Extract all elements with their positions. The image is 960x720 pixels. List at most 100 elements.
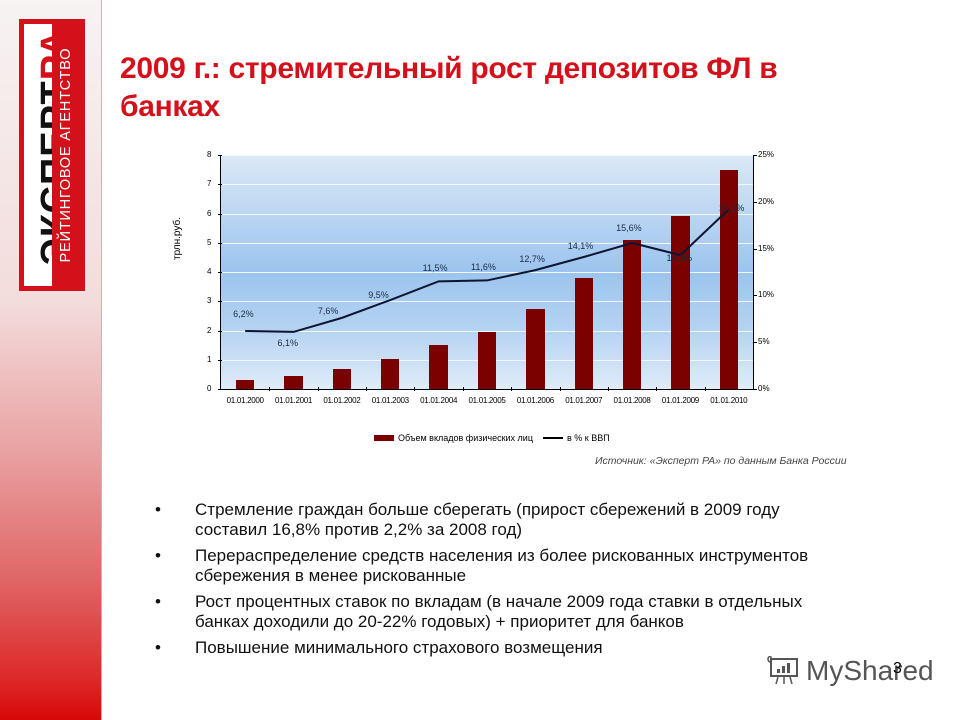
x-tick-label: 01.01.2004 xyxy=(420,396,458,405)
x-tick-label: 01.01.2002 xyxy=(323,396,361,405)
line-data-label: 19,2% xyxy=(718,203,745,214)
bullet-text: Рост процентных ставок по вкладам (в нач… xyxy=(195,592,803,631)
x-tick-label: 01.01.2000 xyxy=(226,396,264,405)
x-tick-mark xyxy=(269,387,271,391)
x-tick-label: 01.01.2001 xyxy=(275,396,313,405)
x-tick-mark xyxy=(607,387,609,391)
presentation-board-icon xyxy=(767,656,798,685)
y-right-tick-label: 25% xyxy=(758,150,775,159)
y-tick-label: 7 xyxy=(207,179,212,189)
y-tick-label: 1 xyxy=(207,354,212,364)
bullet-dot: • xyxy=(155,638,161,657)
gridline xyxy=(221,155,753,156)
line-data-label: 15,6% xyxy=(616,222,642,233)
y-tick-label: 2 xyxy=(207,325,212,335)
x-tick-mark xyxy=(656,387,658,391)
legend-bar-swatch xyxy=(374,435,394,441)
bullet-item: • Стремление граждан больше сберегать (пр… xyxy=(155,500,845,540)
bullet-item: • Повышение минимального страхового возме… xyxy=(155,638,845,658)
y-tick-mark xyxy=(218,389,222,390)
bar xyxy=(381,358,400,389)
y-tick-label: 0 xyxy=(207,384,212,393)
bullet-text: Стремление граждан больше сберегать (при… xyxy=(195,500,780,539)
slide-title: 2009 г.: стремительный рост депозитов ФЛ… xyxy=(120,52,778,123)
y-tick-mark xyxy=(218,213,222,215)
y-tick-mark xyxy=(218,272,222,273)
line-data-label: 7,6% xyxy=(317,305,339,316)
gridline xyxy=(221,242,753,244)
legend-line-label: в % к ВВП xyxy=(566,433,610,443)
line-data-label: 9,5% xyxy=(368,290,389,301)
bar xyxy=(284,375,303,389)
gridline xyxy=(221,213,753,215)
line-data-label: 11,5% xyxy=(422,263,448,274)
x-axis xyxy=(220,389,754,390)
watermark: MyShared xyxy=(766,655,934,687)
line-data-label: 14,1% xyxy=(567,241,594,252)
line-data-label: 6,1% xyxy=(277,337,299,348)
bullet-text: Повышение минимального страхового возмещ… xyxy=(195,638,603,657)
bar xyxy=(429,345,448,389)
x-tick-label: 01.01.2009 xyxy=(661,396,699,405)
watermark-text: MyShared xyxy=(806,655,934,686)
y-tick-mark xyxy=(218,359,222,361)
logo-sub-strip: РЕЙТИНГОВОЕ АГЕНТСТВО xyxy=(52,19,85,291)
gridline xyxy=(221,301,753,303)
y-right-tick-label: 10% xyxy=(758,290,775,300)
y-tick-label: 4 xyxy=(207,267,212,276)
gridline xyxy=(221,330,753,332)
y-right-tick-label: 0% xyxy=(758,384,770,393)
bar xyxy=(671,216,690,389)
bar xyxy=(235,379,255,389)
x-tick-mark xyxy=(414,387,416,391)
x-tick-label: 01.01.2003 xyxy=(371,396,409,405)
y-tick-mark xyxy=(218,184,222,186)
page-number: 3 xyxy=(893,660,902,677)
chart-legend: Объем вкладов физических лиц в % к ВВП xyxy=(374,433,610,443)
y-right-tick-mark xyxy=(753,248,757,250)
legend-line-swatch xyxy=(542,437,563,439)
y-tick-mark xyxy=(218,330,222,332)
x-tick-label: 01.01.2007 xyxy=(565,396,603,405)
x-tick-label: 01.01.2008 xyxy=(613,396,651,405)
source-note: Источник: «Эксперт РА» по данным Банка Р… xyxy=(595,455,847,467)
x-tick-mark xyxy=(366,387,368,391)
bar xyxy=(332,368,352,389)
y-right-tick-mark xyxy=(753,155,757,156)
line-data-label: 11,6% xyxy=(471,262,496,273)
y-tick-label: 6 xyxy=(207,208,212,218)
x-tick-label: 01.01.2010 xyxy=(710,396,748,405)
y-tick-label: 5 xyxy=(207,237,212,247)
y-tick-mark xyxy=(218,301,222,303)
bullet-dot: • xyxy=(155,546,161,565)
x-tick-mark xyxy=(462,387,464,391)
bar xyxy=(719,170,738,389)
gridline xyxy=(221,184,753,186)
y-right-tick-label: 20% xyxy=(758,196,775,206)
bar xyxy=(574,277,593,389)
line-data-label: 14,3% xyxy=(666,253,692,264)
bullet-dot: • xyxy=(155,592,161,611)
y-right-tick-label: 15% xyxy=(758,243,775,253)
sidebar: ЭКСПЕРТРА РЕЙТИНГОВОЕ АГЕНТСТВО xyxy=(0,0,102,720)
legend-bar-label: Объем вкладов физических лиц xyxy=(398,433,533,443)
logo-sub-text: РЕЙТИНГОВОЕ АГЕНТСТВО xyxy=(58,47,74,263)
x-tick-mark xyxy=(559,387,561,391)
x-tick-mark xyxy=(511,387,513,391)
deposits-chart: трлн.руб. 0 1 2 3 4 5 6 7 8 0% 5% 10% 15% 20% 25% 01.01… xyxy=(172,140,800,440)
x-tick-label: 01.01.2005 xyxy=(468,396,506,405)
right-axis xyxy=(753,155,754,390)
y-right-tick-mark xyxy=(753,295,757,297)
line-data-label: 6,2% xyxy=(233,308,254,319)
gridline xyxy=(221,272,753,273)
y-tick-mark xyxy=(218,242,222,244)
y-right-tick-mark xyxy=(753,201,757,203)
x-tick-mark xyxy=(704,387,706,391)
x-tick-label: 01.01.2006 xyxy=(516,396,554,405)
y-tick-label: 3 xyxy=(207,296,212,306)
bullet-list: • Стремление граждан больше сберегать (пр… xyxy=(155,500,845,664)
bar xyxy=(477,331,497,389)
x-tick-mark xyxy=(317,387,319,391)
bullet-item: • Рост процентных ставок по вкладам (в на… xyxy=(155,592,845,632)
gdp-share-line xyxy=(245,208,730,333)
